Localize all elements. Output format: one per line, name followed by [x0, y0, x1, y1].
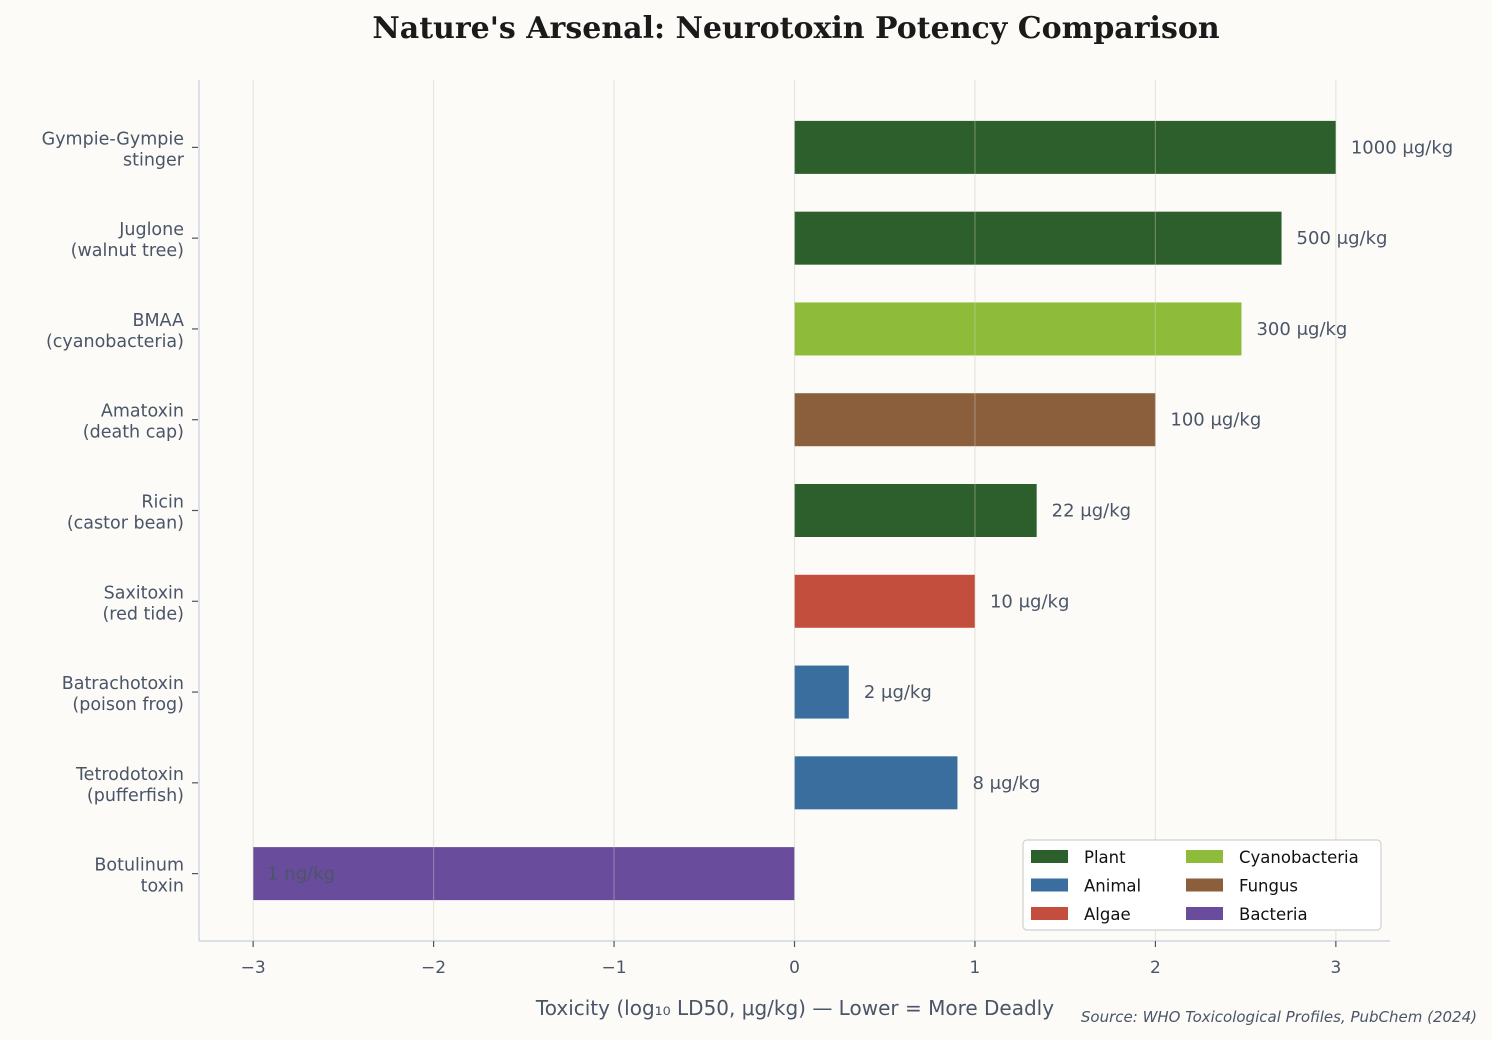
- legend-label: Plant: [1084, 848, 1126, 867]
- category-label: Juglone (walnut tree): [71, 220, 184, 261]
- data-label: 500 μg/kg: [1297, 228, 1388, 249]
- x-tick-label: 0: [789, 958, 800, 978]
- legend-label: Algae: [1084, 905, 1131, 924]
- category-label: Saxitoxin (red tide): [102, 583, 184, 624]
- x-tick-label: −2: [421, 958, 446, 978]
- bar: [794, 302, 1242, 356]
- bar: [253, 847, 795, 901]
- category-label: Batrachotoxin (poison frog): [62, 674, 184, 715]
- legend: Plant Animal Algae Cyanobacteria Fungus Bacte…: [1022, 839, 1382, 931]
- legend-swatch: [1031, 907, 1068, 920]
- legend-swatch: [1186, 850, 1223, 863]
- x-tick-label: −3: [241, 958, 266, 978]
- x-tick-label: 2: [1150, 958, 1161, 978]
- legend-label: Fungus: [1239, 877, 1298, 896]
- x-tick-label: 3: [1330, 958, 1341, 978]
- data-label: 22 μg/kg: [1052, 501, 1131, 522]
- category-label: Botulinum toxin: [94, 856, 184, 897]
- category-label: Ricin (castor bean): [67, 493, 184, 534]
- bar: [794, 484, 1037, 537]
- bar: [794, 574, 975, 628]
- data-label: 1 ng/kg: [267, 864, 335, 885]
- data-label: 300 μg/kg: [1256, 319, 1347, 340]
- data-label: 8 μg/kg: [972, 773, 1040, 794]
- data-label: 100 μg/kg: [1170, 410, 1261, 431]
- x-tick-label: 1: [970, 958, 981, 978]
- data-label: 10 μg/kg: [990, 591, 1069, 612]
- legend-swatch: [1031, 850, 1068, 863]
- legend-swatch: [1031, 878, 1068, 892]
- legend-label: Animal: [1084, 877, 1141, 896]
- category-label: BMAA (cyanobacteria): [46, 311, 184, 352]
- bar: [794, 393, 1156, 447]
- bar: [794, 756, 958, 810]
- x-axis-label: Toxicity (log₁₀ LD50, μg/kg) — Lower = M…: [535, 996, 1054, 1020]
- legend-swatch: [1186, 907, 1223, 920]
- bar: [794, 120, 1336, 174]
- data-label: 2 μg/kg: [864, 682, 932, 703]
- data-label: 1000 μg/kg: [1351, 137, 1453, 158]
- legend-label: Cyanobacteria: [1239, 848, 1359, 867]
- chart-title: Nature's Arsenal: Neurotoxin Potency Com…: [372, 11, 1220, 46]
- legend-label: Bacteria: [1239, 905, 1308, 924]
- bar: [794, 665, 849, 719]
- x-tick-label: −1: [602, 958, 627, 978]
- bar: [794, 211, 1282, 265]
- category-label: Tetrodotoxin (pufferfish): [75, 765, 184, 806]
- category-label: Gympie-Gympie stinger: [42, 129, 185, 170]
- source-note: Source: WHO Toxicological Profiles, PubC…: [1081, 1008, 1477, 1026]
- category-label: Amatoxin (death cap): [83, 402, 184, 443]
- legend-swatch: [1186, 878, 1223, 892]
